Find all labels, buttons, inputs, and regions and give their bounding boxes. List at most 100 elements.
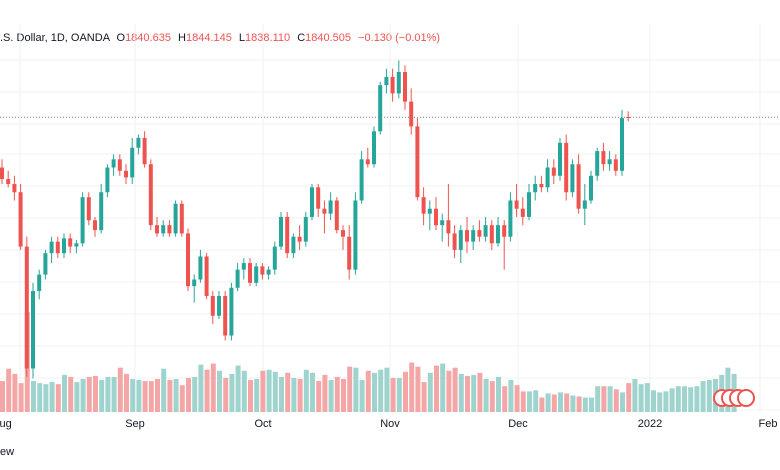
volume-bar bbox=[93, 375, 98, 412]
x-axis-tick-label: Dec bbox=[508, 418, 528, 430]
volume-bar bbox=[173, 379, 179, 412]
candle-body bbox=[452, 233, 457, 250]
candle-body bbox=[396, 72, 401, 94]
candle-body bbox=[378, 85, 383, 132]
candle-body bbox=[12, 184, 17, 193]
x-axis-tick-label: Aug bbox=[0, 418, 12, 430]
candle-body bbox=[334, 200, 339, 231]
candle-body bbox=[384, 76, 389, 86]
candle-body bbox=[483, 225, 488, 237]
candle-body bbox=[539, 184, 544, 188]
volume-bar bbox=[700, 381, 706, 412]
volume-bar bbox=[415, 366, 421, 412]
volume-bar bbox=[310, 372, 315, 412]
volume-bar bbox=[539, 397, 545, 412]
volume-bar bbox=[254, 379, 260, 412]
candle-body bbox=[427, 208, 432, 214]
volume-bar bbox=[303, 369, 309, 412]
close-label: C bbox=[297, 32, 306, 44]
volume-bar bbox=[328, 380, 334, 412]
event-flag-icon[interactable] bbox=[737, 389, 755, 407]
volume-bar bbox=[502, 386, 508, 412]
volume-bar bbox=[514, 385, 520, 412]
candle-body bbox=[477, 230, 482, 237]
volume-bar bbox=[74, 382, 80, 412]
volume-bar bbox=[458, 373, 464, 412]
volume-bar bbox=[130, 379, 136, 412]
candle-body bbox=[601, 151, 606, 165]
volume-bar bbox=[434, 365, 439, 412]
candle-body bbox=[570, 164, 575, 193]
volume-bar bbox=[533, 390, 539, 412]
volume-bar bbox=[291, 377, 297, 412]
volume-bar bbox=[403, 371, 408, 412]
x-axis-tick-label: Sep bbox=[125, 418, 145, 430]
volume-bar bbox=[148, 381, 154, 412]
candle-body bbox=[74, 243, 79, 247]
candle-body bbox=[86, 197, 91, 221]
volume-bar bbox=[43, 384, 49, 412]
candle-body bbox=[589, 175, 593, 201]
volume-bar bbox=[279, 376, 284, 412]
candle-body bbox=[514, 200, 519, 209]
chart-header-bar bbox=[0, 0, 780, 24]
volume-bar bbox=[396, 377, 402, 412]
volume-bar bbox=[471, 374, 477, 412]
candle-body bbox=[576, 164, 581, 209]
volume-bar bbox=[359, 380, 365, 412]
candle-body bbox=[434, 208, 438, 226]
candle-body bbox=[347, 236, 352, 270]
candle-body bbox=[520, 208, 525, 217]
candle-body bbox=[421, 197, 426, 214]
volume-bar bbox=[657, 392, 663, 412]
volume-bar bbox=[179, 385, 185, 412]
symbol-title[interactable]: .S. Dollar, 1D, OANDA bbox=[0, 32, 110, 44]
volume-bar bbox=[483, 379, 489, 412]
candlestick-chart[interactable]: Aug Sep Oct Nov Dec 2022 Feb bbox=[0, 24, 780, 444]
volume-bar bbox=[62, 374, 67, 412]
change-value: −0.130 (−0.01%) bbox=[358, 32, 441, 44]
open-value: 1840.635 bbox=[125, 32, 171, 44]
candle-body bbox=[124, 170, 128, 178]
candle-body bbox=[117, 159, 122, 171]
volume-bar bbox=[446, 370, 452, 412]
volume-bar bbox=[68, 376, 74, 412]
candle-body bbox=[6, 179, 11, 184]
candle-body bbox=[310, 187, 314, 217]
candle-body bbox=[471, 230, 476, 242]
candle-body bbox=[328, 200, 333, 214]
volume-bar bbox=[142, 381, 148, 412]
volume-bar bbox=[241, 370, 247, 412]
candle-body bbox=[155, 225, 159, 234]
candle-body bbox=[446, 220, 451, 234]
volume-bar bbox=[644, 383, 650, 412]
candle-body bbox=[359, 159, 364, 201]
candle-body bbox=[489, 225, 494, 244]
candle-body bbox=[173, 203, 178, 234]
candle-body bbox=[142, 137, 147, 165]
volume-bar bbox=[589, 397, 594, 412]
volume-bar bbox=[210, 363, 216, 412]
volume-bar bbox=[477, 372, 483, 412]
volume-bar bbox=[558, 392, 563, 412]
candle-body bbox=[68, 238, 73, 247]
volume-bar bbox=[427, 372, 433, 412]
footer-label[interactable]: ew bbox=[0, 446, 15, 458]
volume-bar bbox=[688, 387, 694, 412]
candle-body bbox=[217, 296, 221, 316]
candle-body bbox=[316, 187, 321, 209]
volume-bar bbox=[508, 380, 514, 412]
candle-body bbox=[502, 225, 507, 237]
candle-body bbox=[99, 192, 104, 231]
volume-bar bbox=[372, 372, 377, 412]
volume-bar bbox=[99, 380, 105, 412]
volume-bar bbox=[632, 379, 638, 412]
volume-bar bbox=[192, 376, 198, 412]
low-label: L bbox=[238, 32, 246, 44]
candle-body bbox=[533, 184, 538, 193]
candle-body bbox=[204, 256, 209, 296]
volume-bar bbox=[440, 363, 446, 412]
volume-bar bbox=[347, 366, 353, 412]
volume-bar bbox=[55, 384, 61, 412]
candle-body bbox=[248, 263, 252, 283]
